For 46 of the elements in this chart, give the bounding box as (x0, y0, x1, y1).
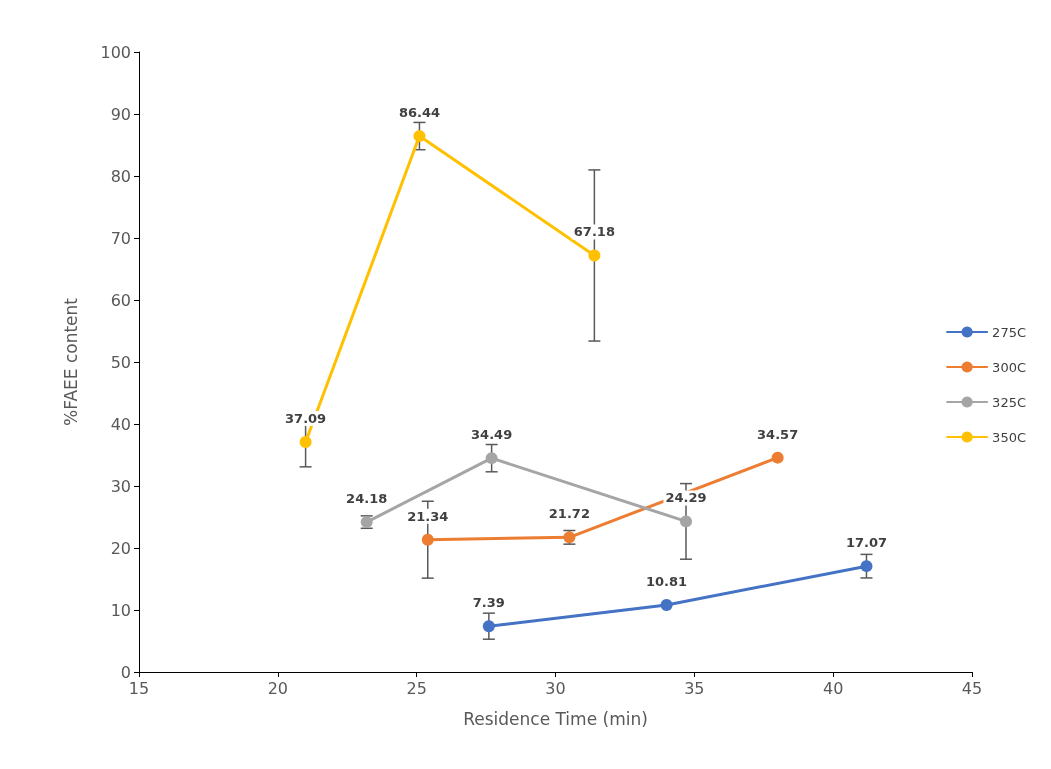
y-tick-label: 20 (110, 538, 131, 558)
point (482, 620, 495, 633)
point (680, 515, 692, 528)
data-label: 17.07 (845, 535, 888, 551)
x-tick-label: 30 (545, 678, 566, 698)
point (588, 249, 601, 262)
point (485, 452, 498, 465)
data-label: 7.39 (472, 595, 505, 611)
legend-label: 275C (992, 324, 1026, 340)
data-label: 34.49 (471, 427, 513, 443)
point (860, 560, 873, 573)
data-label: 24.29 (665, 490, 707, 506)
point (421, 533, 434, 546)
x-tick-label: 40 (822, 678, 844, 698)
data-label: 37.09 (285, 411, 327, 427)
y-tick-label: 30 (110, 476, 131, 496)
point (299, 436, 312, 449)
y-tick-label: 50 (110, 352, 131, 372)
x-tick-label: 45 (961, 678, 983, 698)
y-tick-label: 70 (110, 228, 131, 248)
y-tick-label: 10 (110, 600, 131, 620)
y-axis-title: %FAEE content (60, 297, 81, 426)
y-tick-label: 100 (100, 42, 131, 62)
y-tick-label: 80 (110, 166, 131, 186)
data-label: 21.34 (407, 508, 449, 524)
legend-label: 300C (992, 359, 1026, 375)
y-tick-label: 40 (110, 414, 131, 434)
legend-label: 350C (992, 429, 1026, 445)
data-label: 21.72 (548, 506, 590, 522)
x-tick-label: 25 (406, 678, 427, 698)
point (413, 130, 426, 143)
data-label: 24.18 (346, 491, 388, 507)
data-label: 34.57 (757, 426, 799, 442)
data-label: 10.81 (646, 573, 688, 589)
x-tick-label: 15 (128, 678, 150, 698)
y-tick-label: 60 (110, 290, 131, 310)
data-label: 67.18 (573, 224, 615, 240)
x-tick-label: 35 (684, 678, 705, 698)
legend-label: 325C (992, 394, 1026, 410)
y-tick-label: 0 (120, 662, 131, 682)
data-label: 86.44 (398, 105, 441, 121)
x-tick-label: 20 (267, 678, 289, 698)
x-axis-title: Residence Time (min) (463, 708, 648, 729)
point (771, 451, 784, 464)
y-tick-label: 90 (110, 104, 131, 124)
point (660, 598, 673, 611)
